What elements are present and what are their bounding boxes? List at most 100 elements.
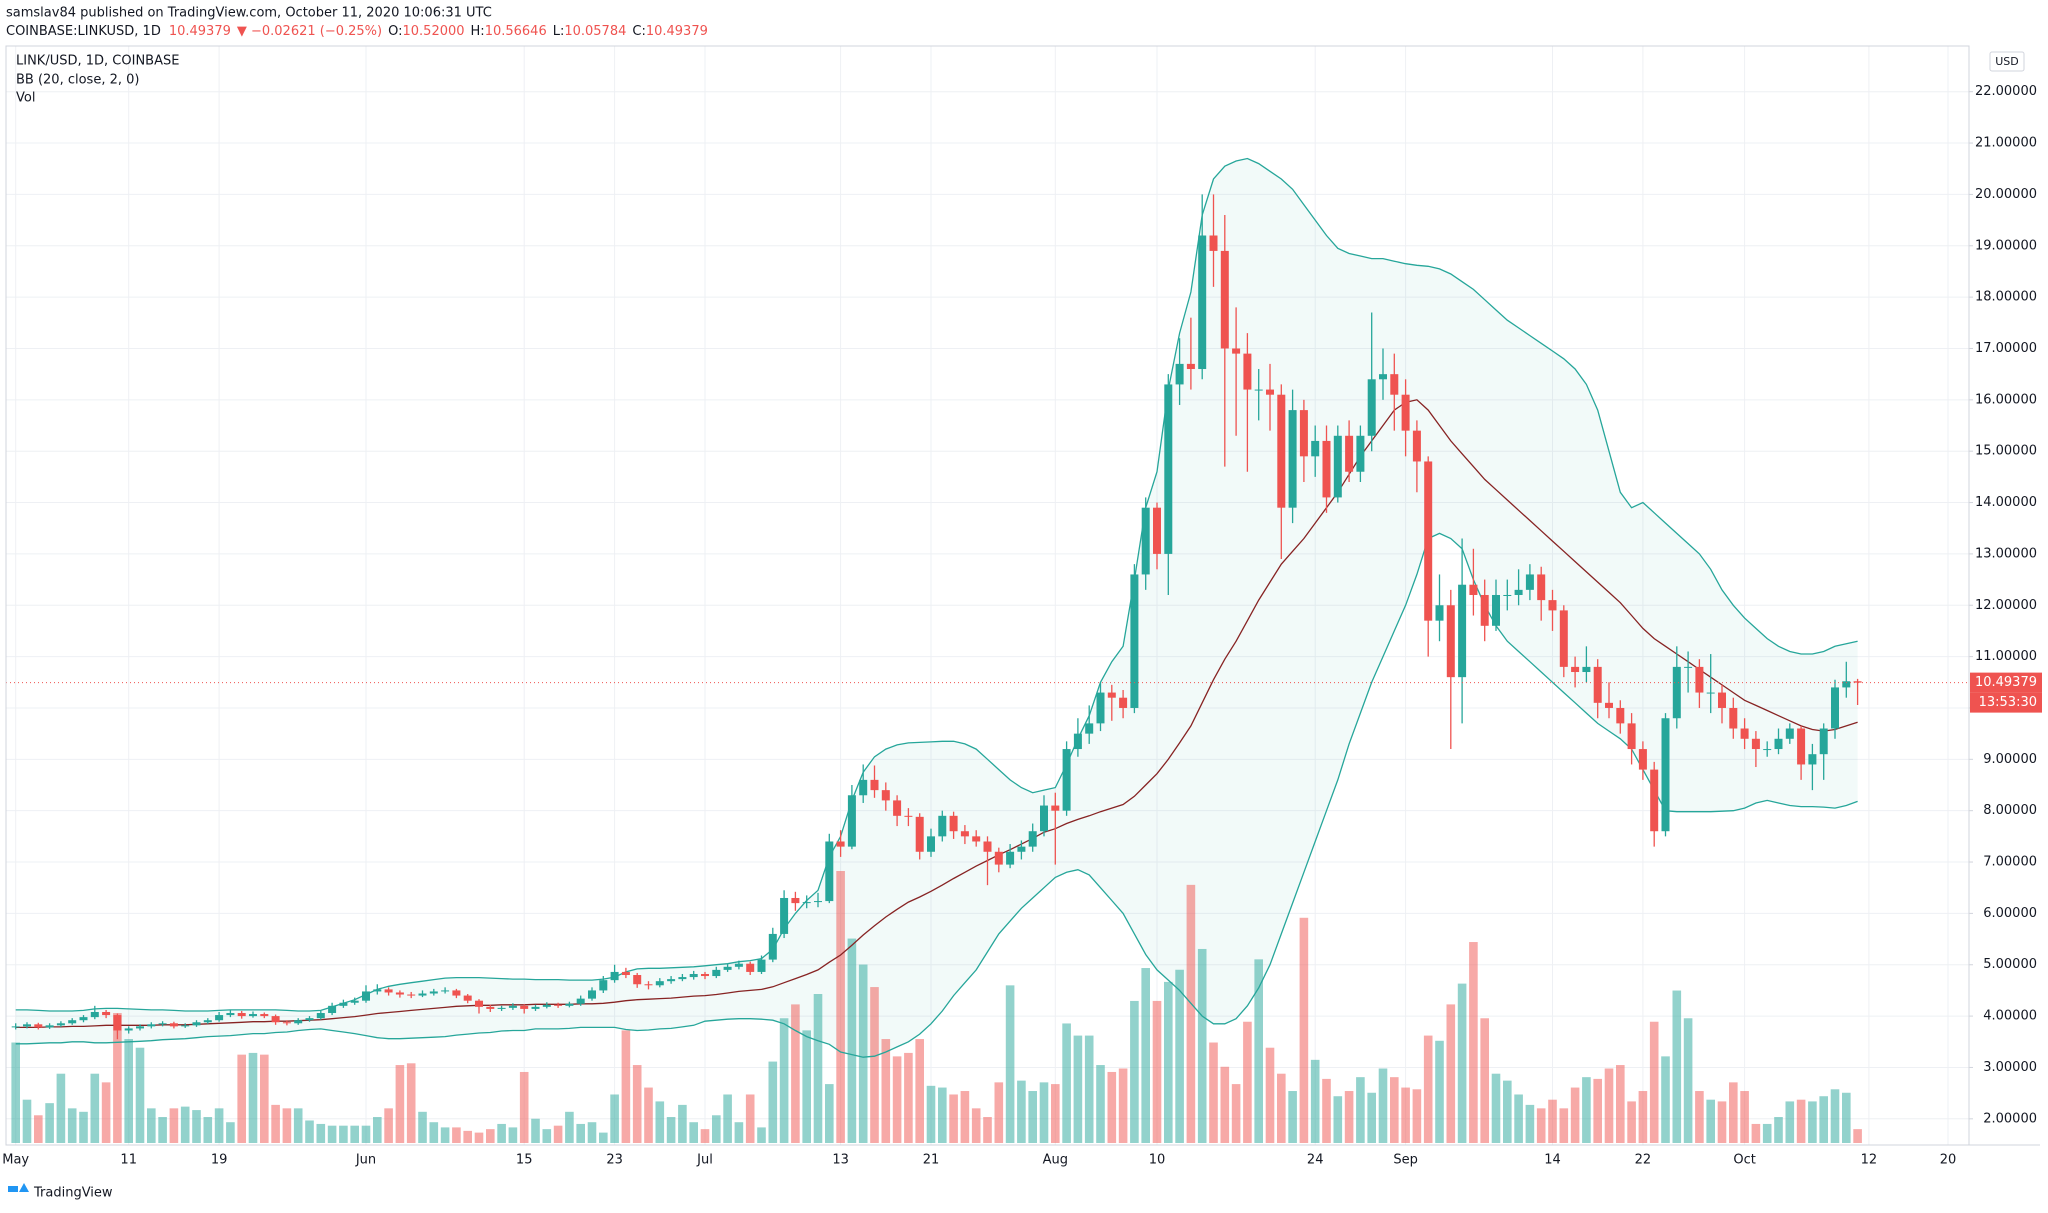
candle-body <box>452 990 461 996</box>
candle-body <box>1085 723 1094 734</box>
volume-bar <box>497 1123 506 1143</box>
candle-body <box>11 1026 20 1028</box>
volume-bar <box>169 1108 179 1143</box>
candle-body <box>644 984 653 986</box>
volume-bar <box>406 1063 416 1143</box>
candle-body <box>1175 363 1184 385</box>
candle-body <box>1672 666 1681 719</box>
volume-bar <box>1220 1066 1230 1143</box>
currency-box[interactable] <box>1989 51 2025 72</box>
candle-body <box>1243 353 1252 390</box>
candle-body <box>1638 749 1647 770</box>
volume-bar <box>678 1104 687 1143</box>
candle-body <box>1842 681 1851 688</box>
brand: TradingView <box>33 1186 113 1201</box>
y-tick-label: 14.00000 <box>1975 495 2037 510</box>
volume-bar <box>67 1108 77 1143</box>
candle-body <box>859 779 868 796</box>
candle-body <box>1356 435 1365 472</box>
countdown-box <box>1970 692 2042 713</box>
candle-body <box>79 1017 88 1021</box>
x-tick-label: 10 <box>1149 1153 1166 1168</box>
quote-last: 10.49379 <box>169 24 231 39</box>
volume-bar <box>486 1129 495 1143</box>
candle-body <box>1763 749 1772 751</box>
volume-bar <box>1853 1129 1862 1143</box>
x-tick-label: 20 <box>1940 1153 1957 1168</box>
candle-body <box>1401 394 1410 431</box>
y-tick-label: 18.00000 <box>1975 290 2037 305</box>
candle-body <box>362 991 370 1001</box>
volume-bar <box>1310 1059 1320 1143</box>
candle-body <box>136 1026 144 1029</box>
volume-bar <box>1333 1096 1343 1143</box>
volume-bar <box>1491 1073 1501 1143</box>
y-tick-label: 16.00000 <box>1975 392 2037 407</box>
grid-layer <box>6 46 1969 1145</box>
volume-bar <box>384 1108 393 1143</box>
volume-bar <box>339 1125 348 1143</box>
volume-bar <box>361 1125 371 1143</box>
candle-body <box>1277 394 1286 508</box>
candle-body <box>305 1018 314 1021</box>
volume-bar <box>745 1094 755 1143</box>
candle-body <box>1107 692 1116 698</box>
volume-bar <box>1480 1018 1489 1143</box>
volume-bar <box>734 1122 744 1143</box>
candle-body <box>328 1005 337 1014</box>
candle-body <box>1831 687 1839 729</box>
volume-bar <box>214 1108 224 1143</box>
candle-body <box>814 901 822 903</box>
volume-bar <box>440 1127 450 1143</box>
candle-body <box>1706 692 1715 694</box>
volume-bar <box>1785 1101 1795 1143</box>
candle-body <box>1412 430 1421 462</box>
candle-body <box>1627 723 1636 750</box>
candle-body <box>226 1013 235 1016</box>
candle-body <box>486 1006 495 1009</box>
candle-body <box>1345 435 1354 472</box>
candle-body <box>881 790 890 801</box>
x-tick-label: Sep <box>1393 1153 1418 1168</box>
volume-bar <box>892 1056 902 1143</box>
x-tick-label: 11 <box>120 1153 137 1168</box>
candle-body <box>633 975 642 985</box>
volume-bar <box>565 1111 574 1143</box>
candle-body <box>1548 600 1557 611</box>
volume-bar <box>1277 1073 1286 1143</box>
volume-bar <box>1525 1104 1535 1143</box>
volume-bar <box>1808 1101 1817 1143</box>
volume-bar <box>1390 1077 1399 1143</box>
volume-bar <box>1582 1077 1591 1143</box>
volume-bar <box>1299 917 1309 1143</box>
candle-body <box>1119 697 1128 708</box>
volume-bar <box>56 1073 66 1143</box>
candle-body <box>1729 707 1738 729</box>
candle-body <box>1254 389 1263 391</box>
volume-bar <box>1423 1035 1433 1143</box>
volume-bar <box>147 1108 156 1143</box>
candle-body <box>316 1013 325 1019</box>
volume-bar <box>293 1108 303 1143</box>
candle-body <box>1480 594 1489 626</box>
candle-body <box>1514 589 1523 595</box>
volume-bar <box>1469 942 1478 1143</box>
volume-bar <box>1548 1099 1557 1143</box>
candle-body <box>508 1005 517 1008</box>
y-tick-label: 15.00000 <box>1975 444 2037 459</box>
volume-bar <box>1717 1101 1727 1143</box>
quote-field-label: L: <box>553 24 565 39</box>
volume-bar <box>350 1125 359 1143</box>
candle-body <box>1198 235 1207 370</box>
candle-body <box>1424 461 1433 621</box>
volume-bar <box>1514 1094 1523 1143</box>
candle-body <box>1333 435 1342 498</box>
candle-body <box>1209 235 1218 251</box>
candle-body <box>1571 666 1580 673</box>
volume-bar <box>1695 1091 1704 1143</box>
candle-body <box>1379 374 1387 380</box>
volume-bar <box>587 1122 597 1143</box>
candle-body <box>147 1024 156 1027</box>
candle-body <box>1774 738 1783 750</box>
